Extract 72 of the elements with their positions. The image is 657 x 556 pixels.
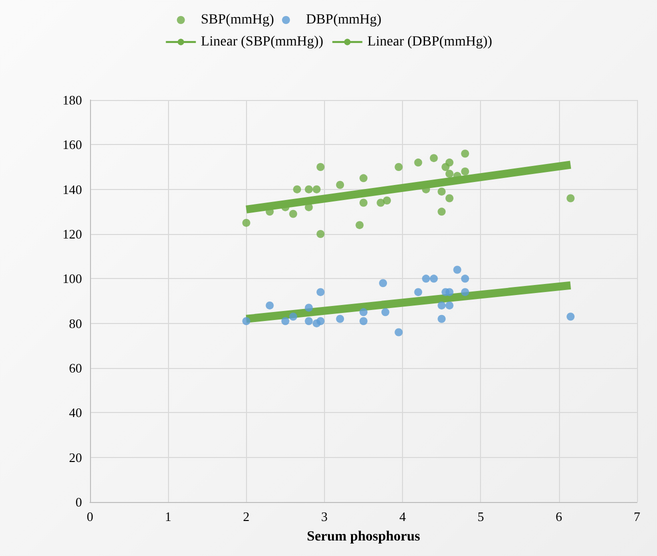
- point: [422, 274, 430, 283]
- x-tick-label: 0: [86, 509, 94, 524]
- legend-label: DBP(mmHg): [306, 12, 382, 28]
- point: [316, 163, 325, 171]
- point: [445, 194, 454, 202]
- point: [438, 188, 446, 196]
- point: [445, 170, 454, 178]
- point: [336, 180, 344, 189]
- point: [304, 185, 313, 194]
- point: [360, 174, 368, 182]
- x-tick-label: 3: [321, 509, 328, 524]
- y-tick-label: 140: [62, 182, 82, 197]
- x-tick-label: 2: [243, 509, 250, 524]
- point: [414, 288, 422, 296]
- point: [360, 198, 368, 207]
- y-tick-label: 160: [62, 137, 82, 152]
- point: [461, 167, 470, 176]
- y-tick-label: 40: [69, 405, 82, 420]
- point: [289, 210, 298, 218]
- legend-label: Linear (DBP(mmHg)): [367, 34, 492, 50]
- point: [293, 185, 302, 194]
- point: [360, 317, 368, 326]
- point: [430, 274, 438, 283]
- x-tick-label: 7: [634, 509, 641, 524]
- point: [289, 312, 298, 321]
- point: [336, 314, 344, 323]
- point: [242, 317, 250, 326]
- point: [356, 221, 364, 230]
- x-tick-label: 1: [164, 509, 172, 524]
- point: [438, 208, 446, 216]
- point: [438, 301, 446, 310]
- point: [438, 314, 446, 323]
- point: [312, 185, 321, 194]
- y-tick-label: 0: [76, 494, 82, 510]
- y-tick-label: 60: [69, 360, 82, 376]
- point: [445, 301, 454, 310]
- point: [382, 196, 391, 204]
- point: [430, 154, 438, 162]
- point: [461, 274, 470, 283]
- y-tick-label: 120: [62, 226, 82, 242]
- point: [381, 308, 390, 316]
- point: [394, 163, 403, 171]
- point: [566, 312, 575, 321]
- point: [379, 279, 388, 288]
- x-axis-title: Serum phosphorus: [306, 530, 421, 544]
- point: [242, 218, 250, 227]
- y-tick-label: 100: [62, 271, 82, 286]
- x-tick-label: 4: [399, 509, 406, 524]
- point: [453, 266, 462, 274]
- point: [304, 317, 313, 326]
- point: [414, 158, 422, 167]
- y-tick-label: 20: [69, 450, 82, 465]
- point: [566, 194, 575, 202]
- point: [461, 288, 470, 296]
- point: [360, 308, 368, 316]
- point: [316, 317, 325, 326]
- point: [316, 288, 325, 296]
- point: [445, 288, 454, 296]
- point: [316, 230, 325, 238]
- point: [266, 301, 274, 310]
- x-tick-label: 5: [477, 509, 484, 524]
- y-tick-label: 80: [69, 316, 82, 331]
- y-tick-label: 180: [62, 92, 82, 108]
- legend-label: Linear (SBP(mmHg)): [200, 34, 324, 50]
- point: [394, 328, 403, 336]
- point: [304, 304, 313, 312]
- point: [281, 317, 290, 326]
- legend-label: SBP(mmHg): [200, 12, 274, 28]
- point: [461, 150, 470, 158]
- point: [445, 158, 454, 167]
- point: [376, 198, 385, 207]
- x-tick-label: 6: [556, 509, 563, 524]
